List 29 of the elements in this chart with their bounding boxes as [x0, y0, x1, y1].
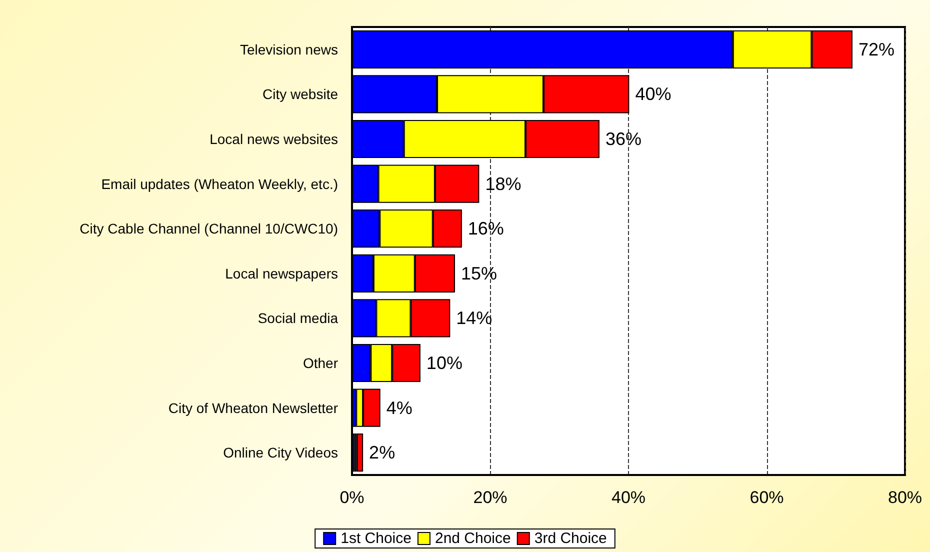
- legend-label: 2nd Choice: [434, 530, 511, 547]
- x-tick-label: 80%: [888, 488, 922, 507]
- x-tick-label: 60%: [750, 488, 784, 507]
- y-tick-label: Other: [302, 355, 338, 371]
- x-tick-label: 40%: [611, 488, 646, 507]
- y-tick-label: Local news websites: [210, 131, 338, 147]
- y-tick-label: City of Wheaton Newsletter: [168, 400, 338, 416]
- y-tick-label: Online City Videos: [223, 444, 338, 461]
- total-label: 40%: [635, 84, 672, 104]
- y-tick-label: Email updates (Wheaton Weekly, etc.): [101, 176, 338, 192]
- bar: [356, 434, 364, 472]
- y-tick-label: City website: [262, 86, 338, 102]
- total-label: 36%: [605, 129, 642, 149]
- total-label: 4%: [386, 398, 412, 418]
- legend-label: 3rd Choice: [534, 530, 607, 547]
- x-tick-label: 20%: [473, 488, 508, 507]
- y-tick-label: City Cable Channel (Channel 10/CWC10): [80, 220, 338, 237]
- total-label: 16%: [468, 218, 504, 239]
- y-tick-label: Television news: [240, 41, 338, 58]
- total-label: 10%: [426, 353, 462, 373]
- legend-label: 1st Choice: [340, 530, 412, 547]
- y-tick-label: Local newspapers: [225, 265, 338, 282]
- total-label: 2%: [369, 442, 396, 463]
- total-label: 72%: [858, 39, 894, 60]
- x-tick-label: 0%: [340, 488, 364, 507]
- total-label: 14%: [456, 308, 492, 328]
- total-label: 15%: [460, 263, 498, 284]
- total-label: 18%: [485, 174, 522, 194]
- y-tick-label: Social media: [258, 310, 338, 326]
